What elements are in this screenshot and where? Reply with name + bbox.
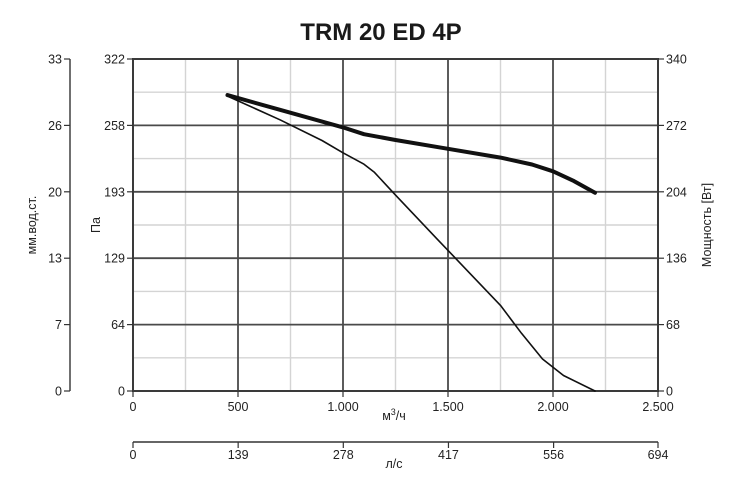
y-tick-label-mm-water: 20: [48, 185, 62, 199]
x-tick-label-ls: 139: [228, 448, 249, 462]
pressure-curve-line: [226, 95, 596, 392]
y-tick-label-pa: 322: [104, 53, 125, 67]
y-tick-label-pa: 193: [104, 185, 125, 199]
x-axis-label-m3h-base: м: [382, 409, 391, 423]
y-tick-label-mm-water: 13: [48, 252, 62, 266]
y-tick-label-mm-water: 7: [55, 318, 62, 332]
x-axis-label-m3h-sup: 3: [391, 407, 396, 417]
y-axis-label-mm-water: мм.вод.ст.: [25, 196, 39, 255]
y-tick-label-power: 0: [666, 385, 673, 399]
y-tick-label-mm-water: 0: [55, 385, 62, 399]
y-axis-label-power: Мощность [Вт]: [700, 183, 714, 267]
x-tick-label-ls: 417: [438, 448, 459, 462]
y-tick-label-pa: 64: [111, 318, 125, 332]
x-axis-label-m3h: м3/ч: [382, 407, 406, 423]
y-tick-label-pa: 0: [118, 385, 125, 399]
y-tick-label-mm-water: 33: [48, 53, 62, 67]
x-tick-label-m3h: 2.000: [537, 400, 568, 414]
x-tick-label-ls: 0: [130, 448, 137, 462]
grid-layer: [133, 59, 658, 391]
x-tick-label-m3h: 0: [130, 400, 137, 414]
y-tick-label-mm-water: 26: [48, 119, 62, 133]
y-axis-label-pa: Па: [89, 217, 103, 233]
y-tick-label-pa: 129: [104, 252, 125, 266]
axes-layer: [69, 58, 659, 443]
x-tick-label-ls: 556: [543, 448, 564, 462]
x-tick-label-m3h: 2.500: [642, 400, 673, 414]
x-tick-label-ls: 278: [333, 448, 354, 462]
power-curve-line: [225, 93, 597, 195]
x-axis-label-ls: л/с: [385, 457, 402, 471]
x-tick-label-ls: 694: [648, 448, 669, 462]
plot-frame: [132, 58, 659, 392]
y-tick-label-power: 68: [666, 318, 680, 332]
y-tick-label-power: 136: [666, 252, 687, 266]
x-tick-label-m3h: 500: [228, 400, 249, 414]
y-tick-label-pa: 258: [104, 119, 125, 133]
series-layer: [225, 93, 597, 392]
chart-title: TRM 20 ED 4P: [300, 19, 461, 46]
y-tick-label-power: 272: [666, 119, 687, 133]
y-tick-label-power: 340: [666, 53, 687, 67]
x-axis-label-m3h-tail: /ч: [396, 409, 406, 423]
x-tick-label-m3h: 1.500: [432, 400, 463, 414]
y-tick-label-power: 204: [666, 185, 687, 199]
x-tick-label-m3h: 1.000: [327, 400, 358, 414]
